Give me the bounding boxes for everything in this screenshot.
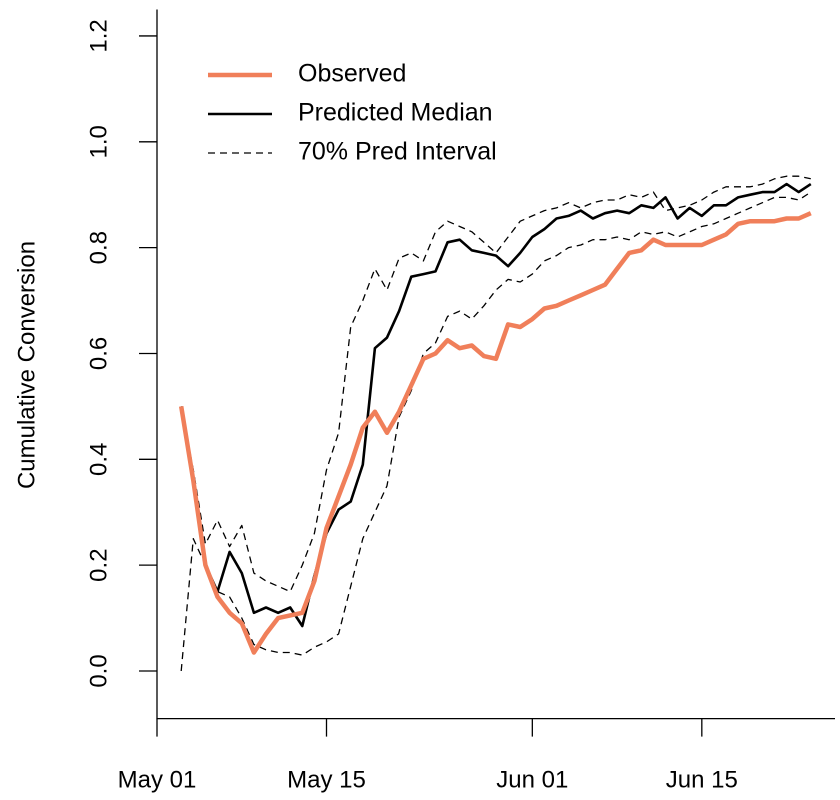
- y-axis-label: Cumulative Conversion: [13, 241, 40, 489]
- x-tick-label: Jun 01: [496, 766, 568, 793]
- x-tick-label: May 15: [287, 766, 366, 793]
- y-tick-label: 0.2: [85, 548, 112, 581]
- x-tick-label: Jun 15: [666, 766, 738, 793]
- y-tick-label: 0.4: [85, 443, 112, 476]
- x-tick-label: May 01: [118, 766, 197, 793]
- y-tick-label: 0.8: [85, 231, 112, 264]
- legend-label: Observed: [298, 60, 406, 88]
- y-tick-label: 1.0: [85, 125, 112, 158]
- y-tick-label: 1.2: [85, 19, 112, 52]
- y-tick-label: 0.0: [85, 654, 112, 687]
- interval-upper-line: [180, 175, 811, 593]
- legend-label: 70% Pred Interval: [298, 138, 497, 166]
- interval-lower-line: [180, 191, 812, 672]
- series-line: [178, 211, 812, 655]
- legend: Observed Predicted Median 70% Pred Interva…: [208, 60, 497, 166]
- legend-label: Predicted Median: [298, 99, 493, 127]
- y-tick-label: 0.6: [85, 337, 112, 370]
- axis-frame: [156, 9, 835, 720]
- series-line: [179, 182, 812, 628]
